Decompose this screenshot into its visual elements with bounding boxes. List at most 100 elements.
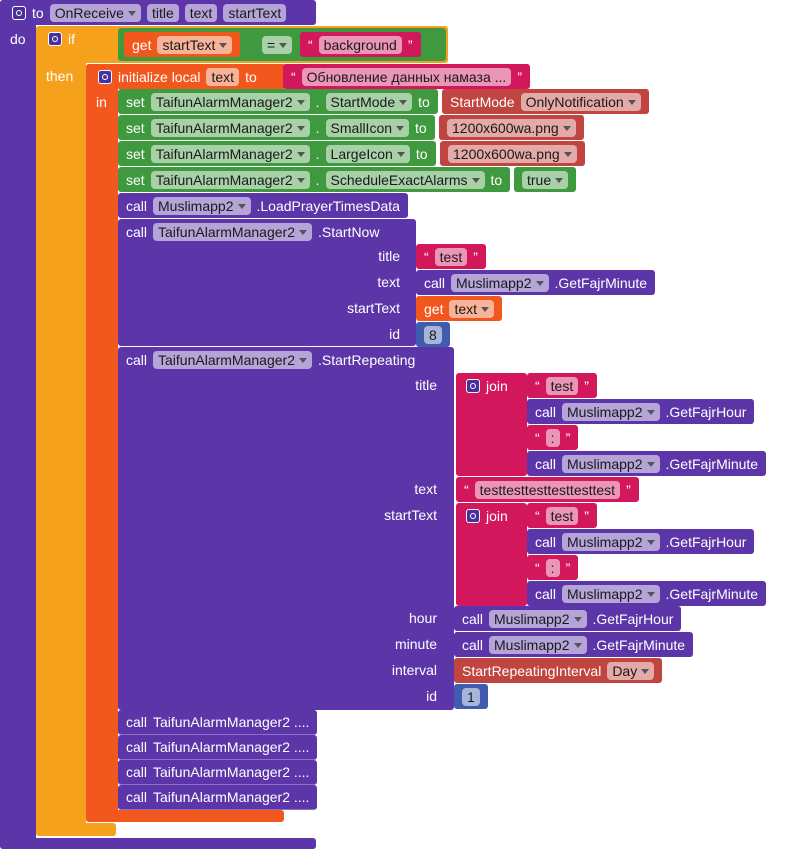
dropdown-field[interactable]: OnlyNotification bbox=[520, 92, 641, 111]
call-block: call Muslimapp2 .GetFajrMinute bbox=[527, 451, 767, 476]
block-label: TaifunAlarmManager2 .... bbox=[153, 789, 310, 805]
block-label: ” bbox=[626, 481, 631, 498]
join-header: join bbox=[458, 503, 516, 528]
block-label: . bbox=[315, 93, 320, 110]
dropdown-field[interactable]: TaifunAlarmManager2 bbox=[150, 170, 310, 189]
block-label: call bbox=[535, 533, 557, 550]
block-label: call bbox=[126, 223, 148, 240]
arg-label: minute bbox=[394, 636, 437, 652]
option-block: StartMode OnlyNotification bbox=[442, 89, 649, 114]
call-block: call Muslimapp2 .GetFajrHour bbox=[527, 399, 755, 424]
block-label: then bbox=[46, 67, 74, 84]
block-label: ” bbox=[565, 559, 571, 576]
do-label: do bbox=[2, 26, 34, 51]
call-block: call Muslimapp2 .GetFajrHour bbox=[527, 529, 755, 554]
operator: = bbox=[254, 32, 300, 57]
block-label: set bbox=[126, 119, 145, 136]
text-block: “ Обновление данных намаза ... ” bbox=[283, 64, 530, 89]
dropdown-field[interactable]: LargeIcon bbox=[325, 144, 410, 163]
block-label: call bbox=[462, 636, 484, 653]
block-label: ” bbox=[473, 248, 478, 265]
gear-icon[interactable] bbox=[12, 5, 26, 20]
block-label: ” bbox=[565, 429, 571, 446]
arg-label: startText bbox=[347, 300, 400, 316]
dropdown-field[interactable]: = bbox=[262, 35, 293, 54]
block-label: do bbox=[10, 30, 26, 47]
block-label: set bbox=[126, 93, 145, 110]
get-block: get text bbox=[416, 296, 503, 321]
dropdown-field[interactable]: TaifunAlarmManager2 bbox=[150, 92, 310, 111]
dropdown-field[interactable]: 1200x600wa.png bbox=[447, 118, 576, 137]
local-block bbox=[86, 810, 284, 822]
block-label: ” bbox=[407, 36, 413, 53]
block-label: join bbox=[486, 377, 508, 394]
arg-label: interval bbox=[391, 662, 437, 678]
block-label: .LoadPrayerTimesData bbox=[256, 197, 400, 214]
text-block: “: ” bbox=[527, 555, 579, 580]
block-label: to bbox=[490, 171, 503, 188]
dropdown-field[interactable]: StartMode bbox=[325, 92, 413, 111]
gear-icon[interactable] bbox=[98, 69, 112, 84]
field: : bbox=[545, 428, 560, 447]
dropdown-field[interactable]: 1200x600wa.png bbox=[448, 144, 577, 163]
field: background bbox=[318, 35, 402, 54]
dropdown-field[interactable]: Muslimapp2 bbox=[562, 402, 660, 421]
text-block: “: ” bbox=[527, 425, 579, 450]
block-label: “ bbox=[424, 248, 429, 265]
call-block bbox=[118, 347, 454, 710]
block-label: call bbox=[126, 351, 148, 368]
if-block bbox=[36, 823, 116, 836]
gear-icon[interactable] bbox=[48, 31, 62, 46]
dropdown-field[interactable]: Day bbox=[607, 661, 655, 680]
if-block bbox=[36, 26, 86, 836]
block-label: set bbox=[126, 145, 145, 162]
dropdown-field[interactable]: Muslimapp2 bbox=[489, 609, 587, 628]
block-label: to bbox=[415, 145, 428, 162]
dropdown-field[interactable]: Muslimapp2 bbox=[451, 273, 549, 292]
dropdown-field[interactable]: Muslimapp2 bbox=[153, 196, 251, 215]
local-block bbox=[86, 64, 286, 89]
then-label: then bbox=[38, 63, 81, 88]
block-label: .GetFajrMinute bbox=[554, 274, 648, 291]
field: testtesttesttesttesttest bbox=[474, 480, 621, 499]
dropdown-field[interactable]: startText bbox=[157, 35, 233, 54]
block-label: “ bbox=[291, 68, 296, 85]
gear-icon[interactable] bbox=[466, 508, 480, 523]
dropdown-field[interactable]: TaifunAlarmManager2 bbox=[153, 350, 312, 369]
field: test bbox=[545, 506, 579, 525]
dropdown-field[interactable]: OnReceive bbox=[49, 3, 141, 22]
arg-label: id bbox=[426, 688, 437, 704]
block-label: call bbox=[126, 739, 148, 755]
asset-block: 1200x600wa.png bbox=[440, 141, 585, 166]
call-block: call TaifunAlarmManager2 .StartNow bbox=[118, 219, 387, 244]
block-label: “ bbox=[535, 507, 540, 524]
block-label: call bbox=[126, 764, 148, 780]
dropdown-field[interactable]: SmallIcon bbox=[325, 118, 410, 137]
dropdown-field[interactable]: Muslimapp2 bbox=[562, 584, 660, 603]
block-label: call bbox=[535, 455, 557, 472]
setter-block: set TaifunAlarmManager2. ScheduleExactAlar… bbox=[118, 167, 511, 192]
dropdown-field[interactable]: TaifunAlarmManager2 bbox=[150, 118, 310, 137]
dropdown-field[interactable]: ScheduleExactAlarms bbox=[325, 170, 485, 189]
dropdown-field[interactable]: TaifunAlarmManager2 bbox=[153, 222, 312, 241]
setter-block: set TaifunAlarmManager2. SmallIcon to bbox=[118, 115, 435, 140]
number-block: 1 bbox=[454, 684, 488, 709]
field: Обновление данных намаза ... bbox=[301, 67, 512, 86]
dropdown-field[interactable]: text bbox=[449, 299, 495, 318]
gear-icon[interactable] bbox=[466, 378, 480, 393]
block-label: ” bbox=[517, 68, 522, 85]
dropdown-field[interactable]: Muslimapp2 bbox=[562, 532, 660, 551]
dropdown-field[interactable]: true bbox=[522, 170, 569, 189]
dropdown-field[interactable]: TaifunAlarmManager2 bbox=[150, 144, 310, 163]
text-block: “ background ” bbox=[300, 32, 421, 57]
dropdown-field[interactable]: Muslimapp2 bbox=[562, 454, 660, 473]
arg-label: id bbox=[389, 326, 400, 342]
dropdown-field[interactable]: Muslimapp2 bbox=[489, 635, 587, 654]
block-label: call bbox=[535, 403, 557, 420]
collapsed-block: call TaifunAlarmManager2 .... bbox=[118, 710, 318, 735]
arg-label: text bbox=[377, 274, 400, 290]
block-label: in bbox=[96, 93, 107, 110]
block-label: .GetFajrMinute bbox=[665, 585, 759, 602]
text-block: “ test ” bbox=[527, 503, 597, 528]
call-block: call TaifunAlarmManager2 .StartRepeating bbox=[118, 347, 423, 372]
